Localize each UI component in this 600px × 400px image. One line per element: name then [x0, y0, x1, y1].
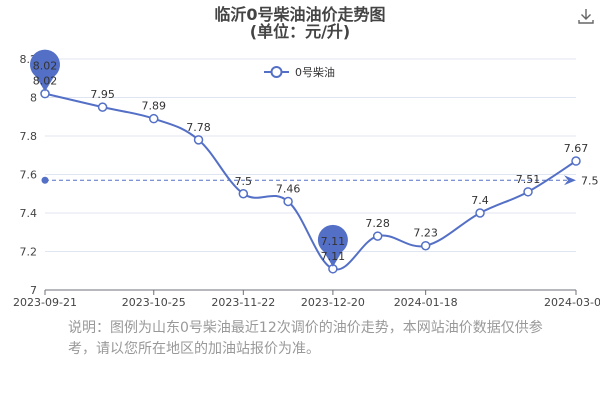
y-tick-label: 7.2	[20, 246, 38, 259]
data-point	[372, 231, 383, 241]
data-point	[283, 196, 293, 207]
y-tick-label: 7.8	[20, 130, 38, 143]
min-pin	[317, 224, 348, 267]
legend-marker	[270, 66, 283, 78]
average-line-label: 7.5	[581, 174, 599, 187]
max-pin-label: 8.02	[33, 60, 58, 73]
data-point	[420, 240, 431, 251]
data-point	[475, 208, 485, 218]
data-label: 7.4	[471, 194, 489, 207]
y-tick-label: 7	[30, 284, 37, 297]
x-tick-label: 2023-12-20	[301, 296, 365, 309]
data-point	[238, 189, 249, 199]
legend[interactable]: 0号柴油	[264, 65, 335, 79]
data-label: 8.02	[33, 75, 58, 88]
series-line	[44, 92, 577, 271]
data-label: 7.46	[276, 182, 301, 195]
data-point	[149, 113, 159, 124]
download-icon[interactable]	[576, 6, 596, 26]
max-pin	[30, 49, 60, 92]
legend-label: 0号柴油	[295, 65, 335, 79]
series-layer	[40, 88, 581, 274]
x-tick-label: 2023-10-25	[122, 296, 186, 309]
marker-layer: 8.02 7.11	[30, 49, 348, 267]
chart-title: 临沂0号柴油油价走势图	[214, 5, 385, 24]
x-tick-label: 2024-01-18	[394, 296, 458, 309]
x-tick-label: 2024-03-05	[544, 296, 600, 309]
data-label: 7.89	[142, 100, 167, 113]
data-point	[571, 156, 581, 166]
data-point	[523, 187, 533, 197]
average-layer: 7.5	[41, 174, 599, 187]
data-label: 7.11	[321, 250, 346, 263]
data-point	[193, 135, 204, 145]
chart-subtitle: (单位：元/升)	[250, 22, 350, 41]
min-pin-label: 7.11	[321, 235, 346, 248]
label-layer: 8.02 7.95 7.89 7.78 7.5 7.46 7.11 7.28 7.23 7.4 7.…	[33, 75, 589, 263]
y-tick-label: 8	[30, 92, 37, 105]
data-label: 7.28	[365, 217, 390, 230]
average-line-arrow	[564, 175, 576, 186]
grid-layer	[45, 58, 576, 252]
data-label: 7.5	[235, 175, 253, 188]
x-tick-label: 2023-11-22	[211, 296, 275, 309]
footnote: 说明：图例为山东0号柴油最近12次调价的油价走势，本网站油价数据仅供参考，请以您…	[68, 320, 543, 357]
x-tick-label: 2023-09-21	[13, 296, 77, 309]
data-label: 7.67	[564, 142, 589, 155]
data-label: 7.51	[516, 173, 541, 186]
y-tick-label: 7.4	[20, 207, 38, 220]
data-label: 7.78	[186, 121, 211, 134]
data-label: 7.95	[90, 88, 115, 101]
data-label: 7.23	[413, 227, 438, 240]
data-point	[97, 102, 108, 112]
y-tick-label: 7.6	[20, 169, 38, 182]
